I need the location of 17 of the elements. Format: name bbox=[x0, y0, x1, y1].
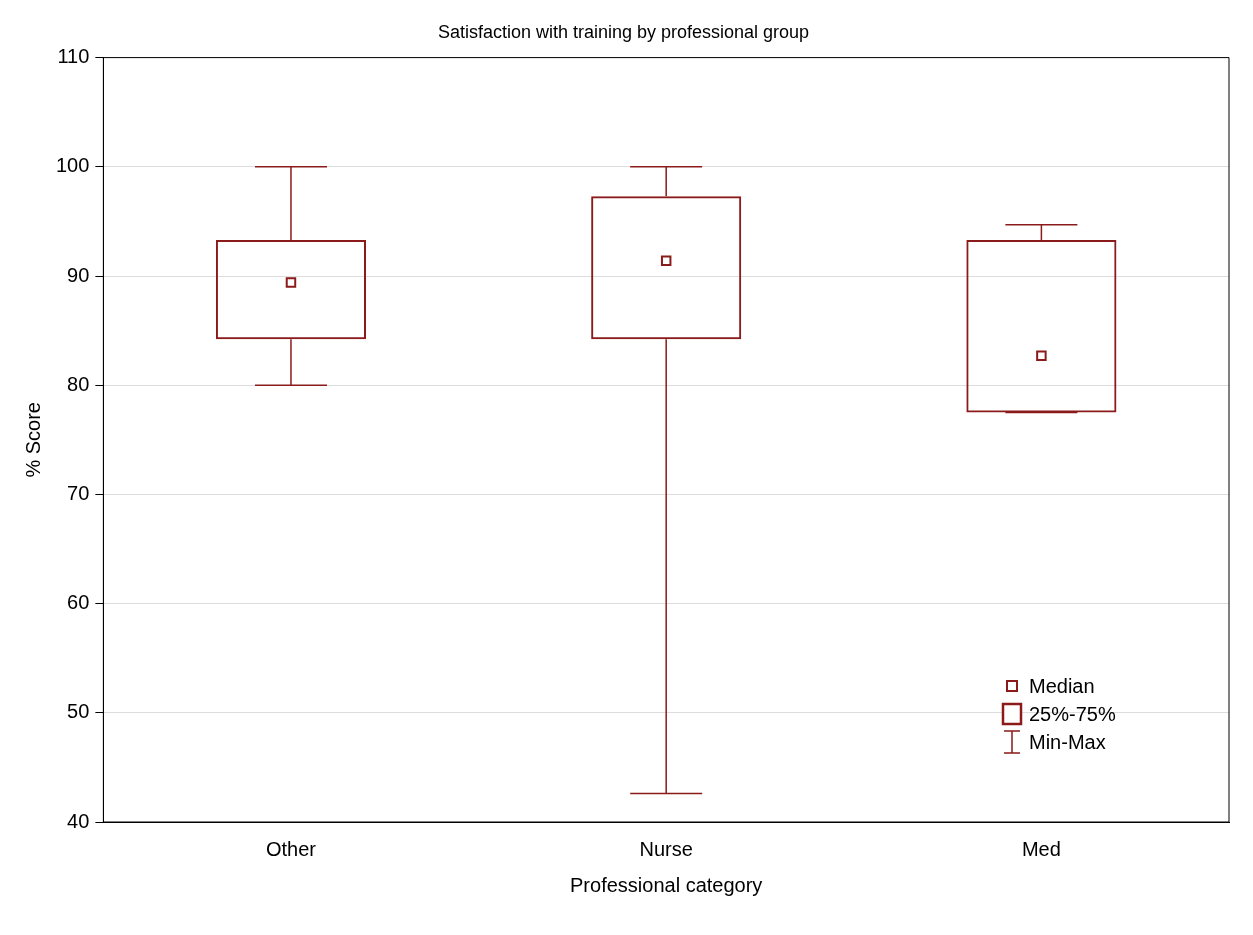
y-tick-label: 90 bbox=[67, 263, 90, 286]
y-tick-label: 50 bbox=[67, 700, 90, 723]
chart-title: Satisfaction with training by professional group bbox=[437, 21, 810, 42]
y-tick-label: 40 bbox=[67, 809, 90, 832]
y-axis-title: % Score bbox=[21, 402, 44, 478]
y-tick-label: 60 bbox=[67, 591, 90, 614]
y-tick-label: 100 bbox=[55, 154, 90, 177]
annotation: Min-Max bbox=[1029, 730, 1106, 754]
x-tick-label: Med bbox=[1021, 837, 1061, 860]
y-tick-label: 110 bbox=[57, 45, 90, 68]
x-tick-label: Other bbox=[265, 837, 317, 860]
annotation: Median bbox=[1029, 674, 1095, 698]
annotation: 25%-75% bbox=[1029, 702, 1116, 726]
x-tick-label: Nurse bbox=[639, 837, 693, 860]
y-tick-label: 80 bbox=[67, 372, 90, 395]
x-axis-title: Professional category bbox=[570, 873, 763, 896]
y-tick-label: 70 bbox=[67, 481, 90, 504]
